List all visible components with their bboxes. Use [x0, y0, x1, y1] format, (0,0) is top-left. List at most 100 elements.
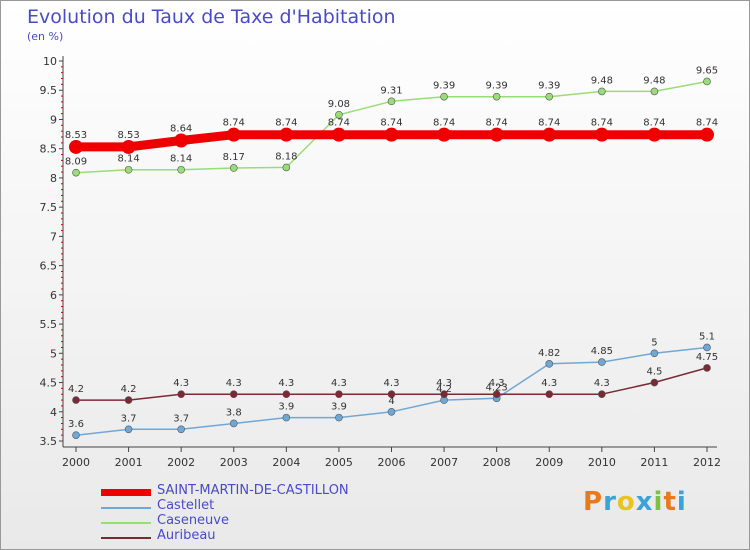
data-label: 4.2 [436, 384, 452, 395]
data-point [489, 127, 504, 142]
data-point [703, 343, 711, 352]
data-point [545, 360, 554, 368]
data-point [492, 390, 501, 399]
data-label: 8.17 [223, 152, 245, 163]
logo-letter: t [663, 487, 677, 517]
x-tick-label: 2007 [430, 456, 458, 469]
data-label: 3.7 [121, 413, 137, 424]
y-tick-label: 6 [50, 289, 57, 302]
data-point [177, 165, 185, 174]
data-label: 9.39 [486, 81, 508, 92]
data-label: 9.31 [380, 85, 402, 96]
legend-label: Caseneuve [157, 513, 229, 528]
data-point [594, 127, 609, 142]
x-tick-label: 2010 [588, 456, 616, 469]
chart-axes: 3.5 4 4.5 5 5.5 6 6.5 7 7.5 8 8.5 9 9.5 10 2000 2001 200… [40, 55, 722, 469]
data-label: 4.5 [646, 367, 662, 378]
data-label: 4.3 [173, 378, 189, 389]
data-point [335, 390, 343, 399]
logo-letter: r [603, 487, 617, 517]
data-label: 4.3 [436, 378, 452, 389]
data-point [279, 127, 294, 142]
data-point [335, 413, 343, 422]
data-label: 3.9 [331, 402, 347, 413]
y-tick-label: 6.5 [40, 260, 58, 273]
data-label: 8.74 [538, 118, 560, 129]
legend-label: Castellet [157, 498, 215, 513]
y-tick-label: 8 [50, 172, 57, 185]
data-point [437, 127, 452, 142]
data-point [384, 127, 399, 142]
data-label: 5 [651, 337, 657, 348]
x-tick-label: 2009 [535, 456, 563, 469]
data-point [124, 165, 133, 174]
data-label: 4.3 [489, 378, 505, 389]
data-label: 8.74 [223, 118, 245, 129]
data-label: 4 [388, 396, 394, 407]
logo-letter: P [583, 487, 604, 517]
data-label: 8.64 [170, 124, 192, 135]
y-tick-label: 5 [50, 347, 57, 360]
x-tick-label: 2004 [272, 456, 300, 469]
data-point [72, 431, 80, 439]
legend-swatch [101, 522, 151, 524]
data-point [650, 378, 659, 387]
data-point [598, 358, 606, 366]
x-tick-label: 2005 [325, 456, 353, 469]
data-label: 5.1 [699, 331, 715, 342]
data-label: 8.14 [117, 154, 139, 165]
data-label: 4.82 [538, 348, 560, 359]
x-tick-label: 2000 [62, 456, 90, 469]
data-point [72, 396, 80, 404]
chart-subtitle: (en %) [27, 30, 64, 43]
data-point [69, 139, 83, 154]
y-tick-label: 7 [50, 230, 57, 243]
y-tick-label: 3.5 [40, 435, 58, 448]
data-point [703, 77, 711, 86]
data-label: 8.74 [643, 118, 665, 129]
series-points [69, 77, 714, 439]
data-point [703, 364, 711, 372]
data-label: 9.39 [538, 81, 560, 92]
logo-letter: i [653, 487, 664, 517]
data-label: 3.8 [226, 407, 242, 418]
data-point [650, 87, 659, 96]
legend-label: SAINT-MARTIN-DE-CASTILLON [157, 483, 349, 498]
data-point [598, 87, 606, 96]
data-point [650, 349, 659, 358]
data-label: 4.2 [68, 384, 84, 395]
data-label: 8.18 [275, 151, 297, 162]
data-point [229, 164, 238, 172]
data-point [545, 390, 554, 399]
data-label: 8.09 [65, 157, 87, 168]
chart-title: Evolution du Taux de Taxe d'Habitation [27, 6, 396, 28]
data-label: 4.3 [541, 378, 557, 389]
data-point [174, 133, 189, 148]
data-label: 4.2 [121, 384, 137, 395]
data-point [387, 97, 396, 106]
data-label: 9.48 [591, 75, 613, 86]
logo-letter: i [676, 487, 687, 517]
x-tick-label: 2002 [167, 456, 195, 469]
data-point [229, 419, 238, 428]
data-point [700, 127, 714, 142]
data-point [440, 92, 448, 101]
data-label: 4.75 [696, 352, 718, 363]
data-label: 8.74 [591, 118, 613, 129]
data-label: 9.65 [696, 65, 718, 76]
x-tick-label: 2011 [640, 456, 668, 469]
proxiti-logo: Proxiti [583, 487, 687, 517]
data-label: 9.08 [328, 99, 350, 110]
data-label: 8.74 [433, 118, 455, 129]
data-label: 8.74 [275, 118, 297, 129]
data-label: 4.23 [486, 382, 508, 393]
x-tick-label: 2012 [693, 456, 721, 469]
logo-letter: x [635, 487, 654, 517]
data-point [542, 127, 557, 142]
y-tick-label: 7.5 [40, 201, 58, 214]
data-point [177, 390, 185, 399]
data-label: 3.9 [278, 402, 294, 413]
data-label: 8.74 [328, 118, 350, 129]
data-label: 8.74 [486, 118, 508, 129]
